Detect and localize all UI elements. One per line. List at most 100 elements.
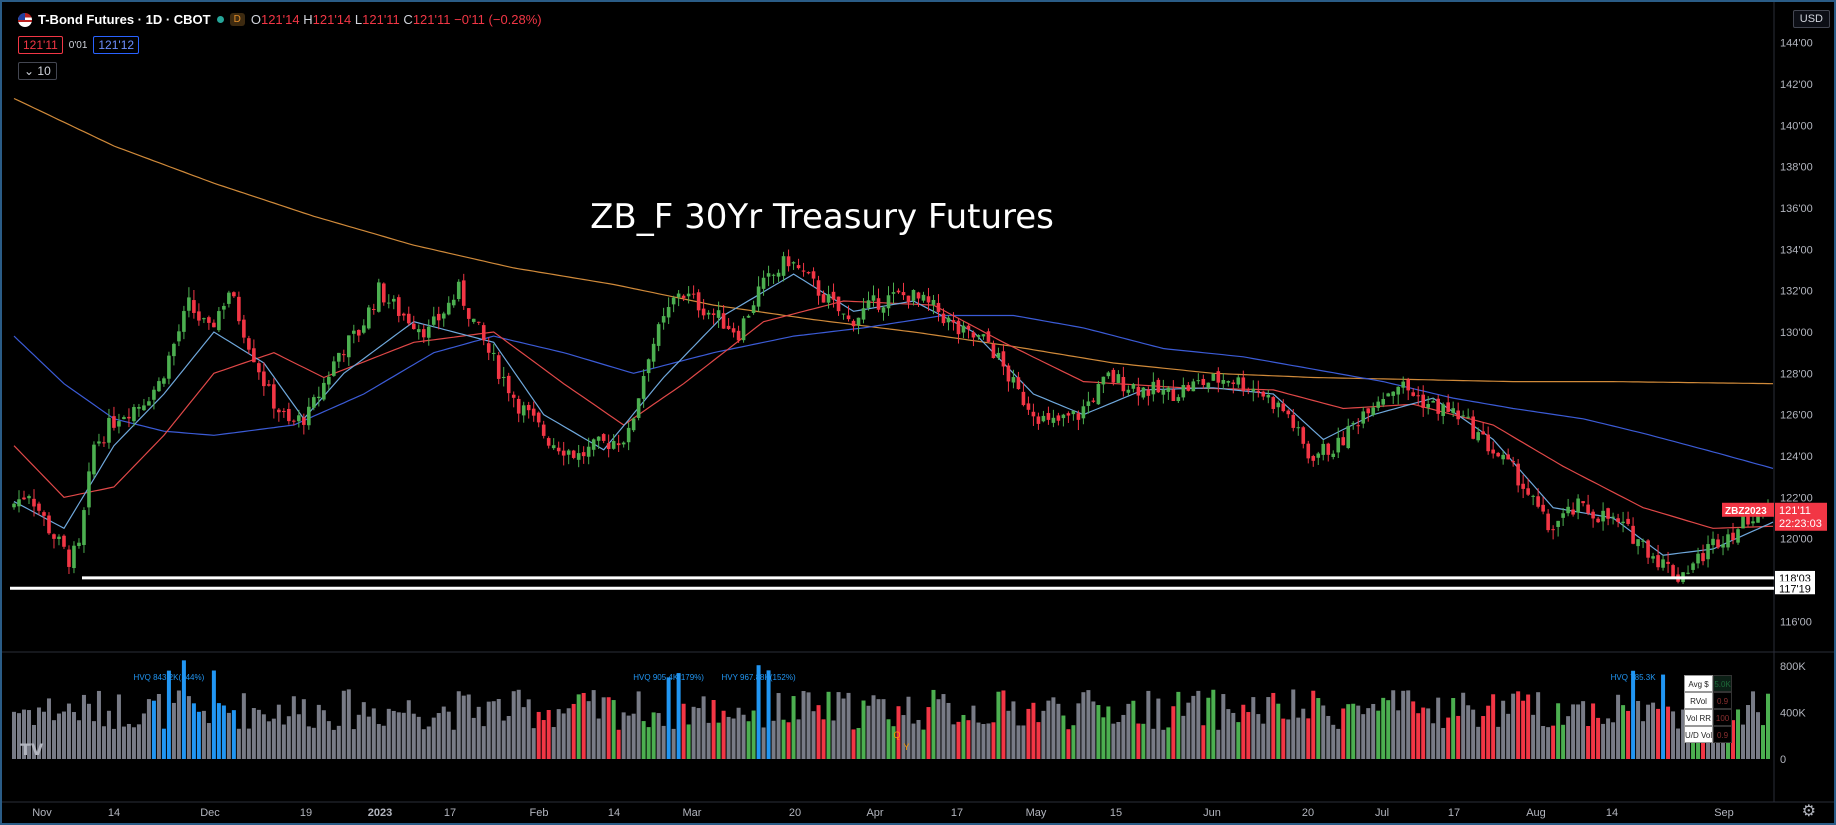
volume-bar: [986, 723, 991, 759]
volume-bar: [1541, 726, 1546, 759]
volume-bar: [421, 729, 426, 759]
candle-body: [911, 289, 916, 301]
ohlc-values: O121'14 H121'14 L121'11 C121'11 −0'11 (−…: [250, 12, 542, 27]
volume-bar: [1031, 702, 1036, 759]
candle-body: [167, 355, 171, 379]
candle-body: [1061, 414, 1066, 419]
volume-bar: [856, 727, 861, 759]
candle-body: [756, 286, 761, 307]
volume-bar: [1286, 719, 1291, 759]
volume-bar: [366, 716, 371, 759]
volume-bar: [1436, 697, 1441, 759]
price-tick-label: 124'00: [1780, 451, 1813, 463]
candle-body: [961, 325, 966, 333]
symbol-title[interactable]: T-Bond Futures · 1D · CBOT: [38, 12, 211, 27]
candle-body: [421, 329, 426, 338]
volume-bar: [536, 711, 541, 759]
ma-10-line: [13, 273, 1774, 556]
candle-body: [312, 397, 316, 408]
volume-bar: [1746, 705, 1751, 759]
volume-bar: [1551, 725, 1556, 759]
candle-body: [1626, 518, 1630, 524]
volume-bar: [866, 705, 871, 759]
volume-bar: [816, 705, 821, 759]
volume-bar: [776, 693, 781, 759]
candle-body: [456, 281, 461, 300]
candle-body: [262, 371, 266, 387]
time-tick-label: 20: [789, 807, 801, 819]
volume-bar: [436, 713, 441, 759]
volume-bar: [951, 724, 956, 759]
volume-bar: [1731, 720, 1736, 759]
price-tick-label: 120'00: [1780, 534, 1813, 546]
candle-body: [736, 330, 741, 341]
candle-body: [396, 297, 401, 316]
volume-bar: [126, 723, 131, 759]
time-tick-label: May: [1026, 807, 1047, 819]
volume-bar: [71, 712, 76, 759]
candle-body: [172, 343, 176, 357]
volume-bar: [1406, 690, 1411, 759]
candle-body: [1396, 386, 1401, 395]
candle-body: [1696, 553, 1700, 564]
price-tick-label: 126'00: [1780, 410, 1813, 422]
volume-bar: [481, 726, 486, 759]
sell-button[interactable]: 121'11: [18, 36, 63, 54]
volume-bar: [1186, 702, 1191, 759]
candle-body: [1146, 389, 1151, 396]
volume-bar: [301, 699, 306, 759]
volume-bar: [741, 714, 746, 759]
volume-bar: [111, 728, 116, 759]
volume-bar: [486, 701, 491, 759]
volume-bar: [966, 720, 971, 759]
candle-body: [1021, 391, 1026, 406]
volume-bar: [1401, 690, 1406, 759]
candle-body: [77, 542, 81, 547]
candle-body: [381, 283, 386, 303]
candle-body: [496, 355, 501, 379]
volume-bar: [1496, 726, 1501, 759]
candle-body: [991, 343, 996, 359]
candle-body: [606, 443, 611, 450]
volume-bar: [1006, 710, 1011, 759]
currency-select[interactable]: USD: [1792, 10, 1830, 28]
candle-body: [541, 424, 546, 436]
candle-body: [771, 274, 776, 276]
candle-body: [1316, 453, 1321, 458]
candle-body: [791, 262, 796, 264]
candle-body: [1566, 506, 1570, 514]
session-badge[interactable]: D: [229, 13, 245, 26]
volume-bar: [1091, 701, 1096, 759]
candle-body: [921, 294, 926, 301]
candle-body: [441, 313, 446, 319]
candle-body: [686, 293, 691, 297]
candle-body: [102, 442, 106, 444]
volume-bar: [621, 712, 626, 759]
ma-200-line: [13, 97, 1774, 385]
volume-bar: [836, 692, 841, 759]
candle-body: [926, 296, 931, 303]
candle-body: [1381, 399, 1386, 405]
bid-ask-row: 121'11 0'01 121'12: [18, 36, 140, 54]
volume-bar: [766, 670, 771, 759]
volume-bar: [1626, 710, 1631, 759]
candle-body: [1561, 513, 1565, 518]
volume-bar: [1326, 715, 1331, 759]
volume-bar: [616, 729, 621, 759]
candle-body: [1441, 404, 1445, 416]
candle-body: [461, 280, 466, 306]
candle-body: [786, 256, 791, 267]
candle-body: [332, 361, 336, 376]
volume-bar: [746, 721, 751, 759]
volume-bar: [1316, 698, 1321, 759]
volume-bar: [291, 696, 296, 759]
volume-bar: [341, 690, 346, 759]
volume-bar: [831, 720, 836, 759]
gear-icon[interactable]: ⚙: [1801, 803, 1816, 820]
candle-body: [1286, 410, 1291, 415]
buy-button[interactable]: 121'12: [93, 36, 140, 54]
indicators-toggle-button[interactable]: ⌄ 10: [18, 62, 57, 80]
volume-bar: [571, 703, 576, 759]
volume-bar: [1131, 700, 1136, 759]
